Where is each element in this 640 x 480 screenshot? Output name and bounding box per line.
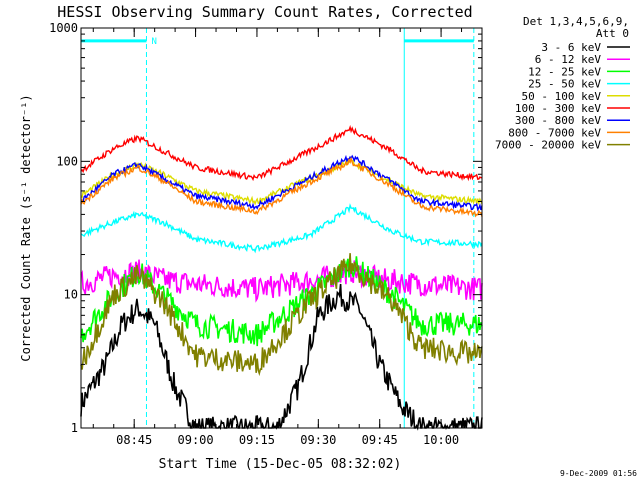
series-line-3 [80, 203, 483, 254]
series-line-8 [80, 253, 483, 377]
legend-label: 800 - 7000 keV [508, 126, 601, 139]
legend-header-line-2: Att 0 [596, 27, 629, 40]
legend-label: 12 - 25 keV [528, 65, 601, 78]
x-tick-label: 08:45 [116, 433, 152, 447]
y-tick-label: 1 [71, 421, 78, 435]
y-tick-label: 100 [56, 154, 78, 168]
legend-label: 6 - 12 keV [535, 53, 602, 66]
x-tick-label: 09:30 [300, 433, 336, 447]
y-axis-label: Corrected Count Rate (s⁻¹ detector⁻¹) [19, 94, 33, 361]
plot-area: N [80, 28, 483, 431]
y-tick-label: 1000 [49, 21, 78, 35]
legend-label: 3 - 6 keV [541, 41, 601, 54]
series-line-5 [80, 124, 482, 182]
annotation-label: N [151, 37, 156, 47]
y-axis: 1 10 100 1000 [49, 21, 482, 435]
legend-label: 25 - 50 keV [528, 78, 601, 91]
plot-frame [80, 27, 483, 429]
legend-label: 50 - 100 keV [522, 90, 602, 103]
chart-title: HESSI Observing Summary Count Rates, Cor… [57, 3, 472, 21]
x-tick-label: 09:00 [178, 433, 214, 447]
legend-label: 300 - 800 keV [515, 114, 601, 127]
y-tick-label: 10 [64, 288, 78, 302]
footer-timestamp: 9-Dec-2009 01:56 [560, 469, 637, 478]
legend-label: 7000 - 20000 keV [495, 139, 601, 152]
x-axis-label: Start Time (15-Dec-05 08:32:02) [159, 457, 402, 472]
x-tick-label: 09:45 [362, 433, 398, 447]
series-line-2 [80, 256, 483, 347]
x-tick-label: 10:00 [423, 433, 459, 447]
legend-header-line-1: Det 1,3,4,5,6,9, [523, 15, 629, 28]
x-axis: 08:45 09:00 09:15 09:30 09:45 10:00 [92, 28, 483, 447]
x-tick-label: 09:15 [239, 433, 275, 447]
series-line-7 [80, 156, 483, 218]
legend-label: 100 - 300 keV [515, 102, 601, 115]
